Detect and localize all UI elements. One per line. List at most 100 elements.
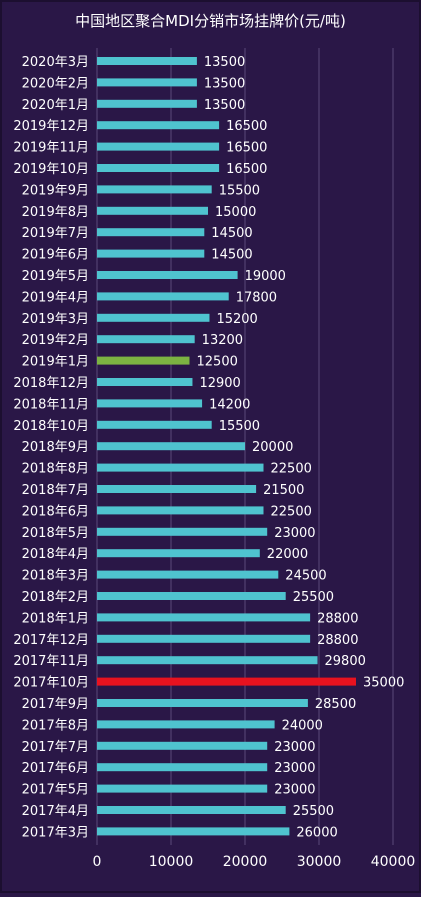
value-label: 14500 [211,248,252,263]
category-label: 2019年10月 [13,162,89,177]
value-label: 23000 [274,526,315,541]
value-label: 23000 [274,783,315,798]
category-label: 2018年10月 [13,419,89,434]
bar [97,249,205,258]
category-label: 2019年7月 [22,226,89,241]
value-label: 28500 [315,697,356,712]
category-label: 2017年8月 [22,718,89,733]
category-label: 2017年10月 [13,676,89,691]
category-labels: 2020年3月 2020年2月 2020年1月 2019年12月 2019年11月 201… [13,55,89,840]
value-label: 23000 [274,740,315,755]
bar [97,228,205,237]
category-label: 2019年5月 [22,269,89,284]
value-label: 24000 [282,718,323,733]
category-label: 2018年5月 [22,526,89,541]
category-label: 2017年7月 [22,740,89,755]
bar [97,720,275,729]
value-label: 35000 [363,676,404,691]
bar [97,335,195,344]
category-label: 2017年6月 [22,761,89,776]
category-label: 2018年1月 [22,611,89,626]
value-label: 16500 [226,162,267,177]
value-label: 28800 [317,633,358,648]
bar [97,570,279,579]
value-label: 14200 [209,397,250,412]
chart-title: 中国地区聚合MDI分销市场挂牌价(元/吨) [75,12,346,30]
category-label: 2019年11月 [13,141,89,156]
x-axis-ticks: 0 10000 20000 30000 40000 [93,854,416,870]
bar [97,827,290,836]
value-label: 13500 [204,98,245,113]
value-label: 29800 [325,654,366,669]
bar [97,292,229,301]
x-tick-label: 10000 [149,854,194,870]
x-tick-label: 0 [93,854,102,870]
value-label: 24500 [285,569,326,584]
bar [97,378,193,386]
category-label: 2019年6月 [22,248,89,263]
bar [97,206,208,215]
value-label: 12500 [197,355,238,370]
x-tick-label: 30000 [297,854,342,870]
bar [97,527,268,536]
category-label: 2019年12月 [13,119,89,134]
bar [97,57,197,65]
bar [97,356,190,365]
category-label: 2019年1月 [22,355,89,370]
value-label: 22500 [271,462,312,477]
value-label: 16500 [226,119,267,134]
bar [97,806,286,814]
category-label: 2019年9月 [22,183,89,198]
value-label: 25500 [293,590,334,605]
category-label: 2020年3月 [22,55,89,70]
value-label: 12900 [199,376,240,391]
category-label: 2019年8月 [22,205,89,220]
bar [97,271,238,279]
value-label: 15000 [215,205,256,220]
value-label: 21500 [263,483,304,498]
category-label: 2019年3月 [22,312,89,327]
category-label: 2018年7月 [22,483,89,498]
value-label: 19000 [245,269,286,284]
bar [97,763,268,772]
bar [97,78,197,87]
value-label: 13500 [204,76,245,91]
category-label: 2018年11月 [13,397,89,412]
category-label: 2020年2月 [22,76,89,91]
x-tick-label: 40000 [371,854,416,870]
bar [97,185,212,194]
value-label: 15500 [219,183,260,198]
value-label: 13200 [202,333,243,348]
bar [97,549,260,558]
bars [97,57,356,836]
value-label: 23000 [274,761,315,776]
gridlines [96,48,394,845]
bar [97,99,197,108]
bar [97,164,220,172]
value-label: 16500 [226,141,267,156]
category-label: 2018年8月 [22,462,89,477]
value-label: 17800 [236,290,277,305]
bar [97,699,308,707]
bar [97,613,311,622]
category-label: 2017年9月 [22,697,89,712]
category-label: 2018年9月 [22,440,89,455]
category-label: 2017年3月 [22,825,89,840]
bar [97,313,210,322]
category-label: 2017年4月 [22,804,89,819]
bar [97,420,212,429]
category-label: 2017年5月 [22,783,89,798]
bar [97,399,203,408]
value-label: 22000 [267,547,308,562]
bar [97,656,318,665]
category-label: 2019年2月 [22,333,89,348]
bar [97,592,286,600]
bar [97,506,264,515]
value-label: 26000 [296,825,337,840]
bar [97,121,220,130]
value-label: 15200 [216,312,257,327]
category-label: 2018年12月 [13,376,89,391]
x-tick-label: 20000 [223,854,268,870]
